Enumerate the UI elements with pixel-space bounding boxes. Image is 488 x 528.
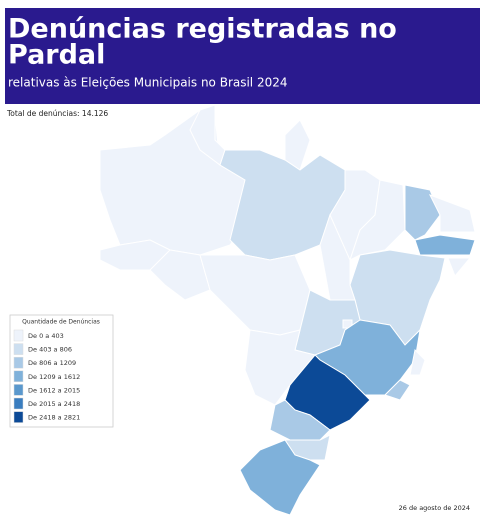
legend-label: De 1612 a 2015 bbox=[28, 386, 80, 394]
state bbox=[284, 119, 311, 171]
state bbox=[99, 109, 246, 256]
state bbox=[428, 194, 476, 233]
legend-swatch bbox=[13, 356, 24, 369]
legend-label: De 2015 a 2418 bbox=[28, 400, 80, 408]
legend-swatch bbox=[13, 384, 24, 396]
legend-swatch bbox=[13, 397, 24, 410]
state bbox=[414, 234, 476, 256]
state bbox=[409, 348, 426, 376]
legend: Quantidade de Denúncias De 0 a 403 De 403… bbox=[9, 314, 114, 428]
state bbox=[384, 379, 411, 401]
date: 26 de agosto de 2024 bbox=[399, 504, 470, 512]
legend-label: De 403 a 806 bbox=[28, 346, 72, 354]
total: Total de denúncias: 14.126 bbox=[6, 109, 108, 118]
subtitle: relativas às Eleições Municipais no Bras… bbox=[8, 76, 288, 90]
legend-label: De 2418 a 2821 bbox=[28, 414, 80, 422]
title-line: Denúncias registradas no bbox=[8, 14, 397, 45]
state bbox=[199, 254, 311, 336]
legend-swatch bbox=[13, 343, 24, 355]
legend-swatch bbox=[13, 329, 24, 342]
state bbox=[239, 439, 321, 516]
state bbox=[447, 257, 472, 277]
legend-title: Quantidade de Denúncias bbox=[22, 319, 100, 326]
title-line: Pardal bbox=[8, 40, 105, 71]
legend-label: De 1209 a 1612 bbox=[28, 373, 80, 381]
legend-swatch bbox=[13, 411, 24, 423]
state bbox=[269, 399, 331, 441]
legend-box bbox=[9, 314, 114, 428]
state bbox=[404, 184, 441, 241]
legend-label: De 806 a 1209 bbox=[28, 359, 76, 367]
header-band bbox=[5, 8, 480, 104]
legend-label: De 0 a 403 bbox=[28, 332, 64, 340]
map bbox=[99, 104, 476, 516]
legend-swatch bbox=[13, 370, 24, 383]
